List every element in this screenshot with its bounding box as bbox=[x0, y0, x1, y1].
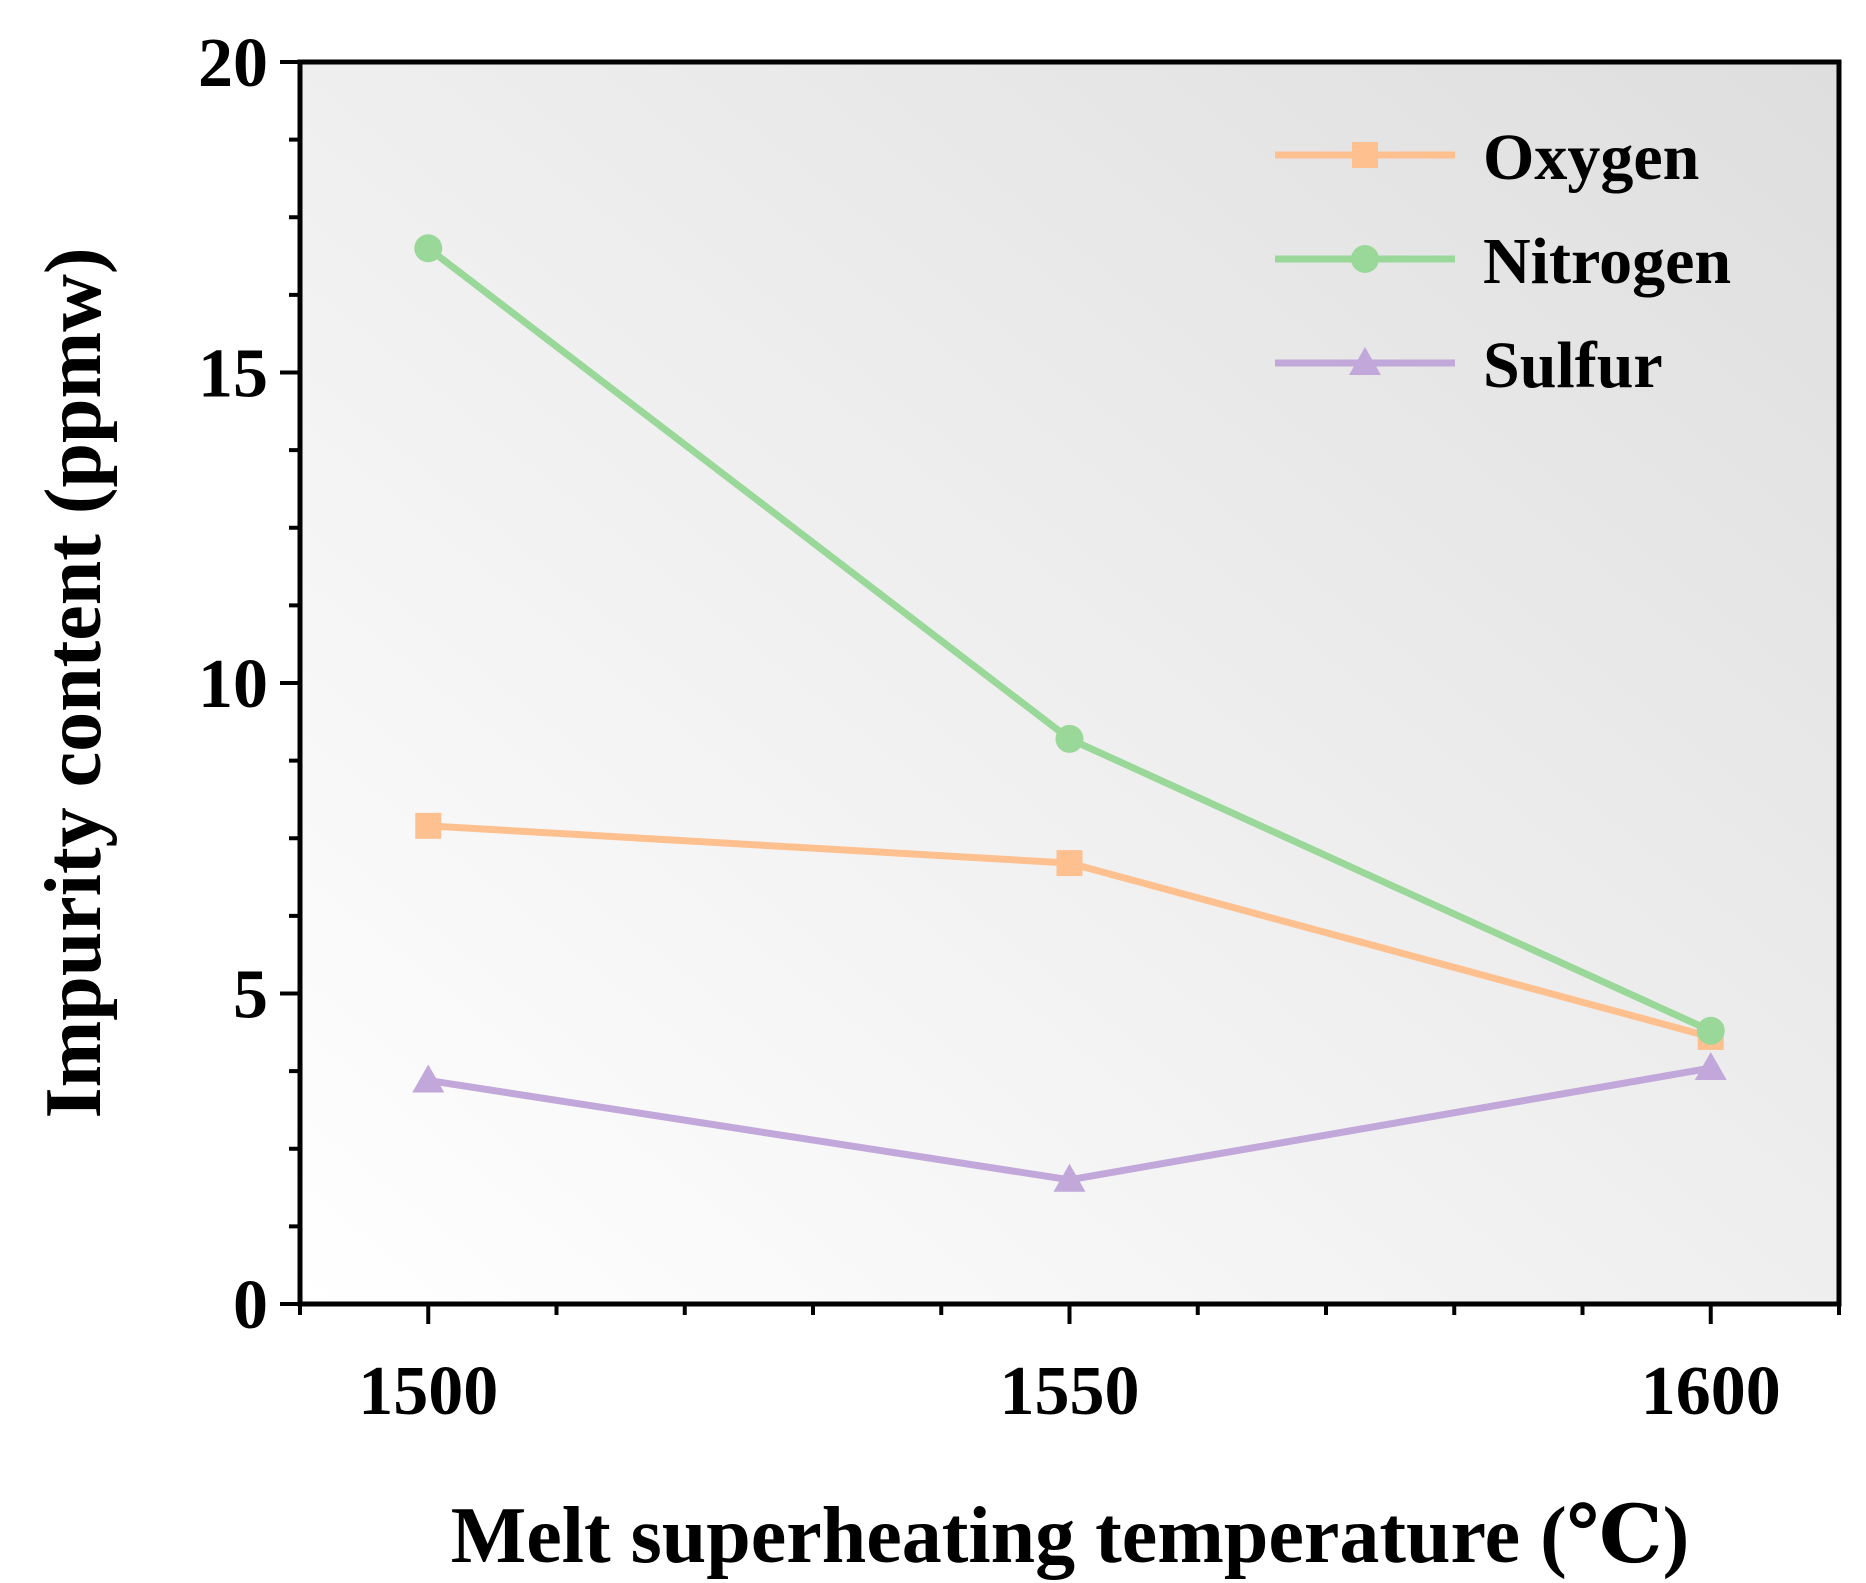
legend-item-oxygen: Oxygen bbox=[1275, 121, 1699, 194]
data-point-sulfur-1600 bbox=[1694, 1052, 1727, 1081]
series-layer bbox=[412, 234, 1727, 1192]
legend: Oxygen Nitrogen Sulfur bbox=[1275, 121, 1731, 402]
y-tick-label: 0 bbox=[233, 1267, 268, 1344]
legend-marker-nitrogen bbox=[1351, 245, 1379, 273]
y-tick-label: 10 bbox=[198, 646, 268, 723]
x-axis-title: Melt superheating temperature (℃) bbox=[451, 1492, 1690, 1580]
y-tick-label: 20 bbox=[198, 25, 268, 102]
x-tick-label: 1500 bbox=[358, 1353, 498, 1430]
legend-item-sulfur: Sulfur bbox=[1275, 329, 1663, 402]
legend-label-oxygen: Oxygen bbox=[1483, 121, 1699, 194]
data-point-sulfur-1500 bbox=[412, 1064, 445, 1093]
legend-marker-oxygen bbox=[1352, 142, 1378, 168]
x-tick-label: 1550 bbox=[1000, 1353, 1140, 1430]
y-tick-label: 15 bbox=[198, 336, 268, 413]
data-point-oxygen-1550 bbox=[1056, 850, 1083, 877]
data-point-sulfur-1550 bbox=[1053, 1163, 1086, 1192]
legend-marker-sulfur bbox=[1349, 347, 1381, 375]
data-point-oxygen-1500 bbox=[415, 812, 442, 839]
y-axis-title: Impurity content (ppmw) bbox=[30, 247, 118, 1118]
data-point-nitrogen-1550 bbox=[1055, 724, 1084, 753]
y-tick-label: 5 bbox=[233, 957, 268, 1034]
data-point-nitrogen-1500 bbox=[414, 234, 443, 263]
legend-item-nitrogen: Nitrogen bbox=[1275, 225, 1731, 298]
data-point-nitrogen-1600 bbox=[1696, 1016, 1725, 1045]
legend-label-nitrogen: Nitrogen bbox=[1483, 225, 1731, 298]
axes-layer: 0 5 10 15 20 1500 1550 1600 bbox=[198, 25, 1842, 1430]
x-tick-label: 1600 bbox=[1641, 1353, 1781, 1430]
legend-label-sulfur: Sulfur bbox=[1483, 329, 1663, 402]
